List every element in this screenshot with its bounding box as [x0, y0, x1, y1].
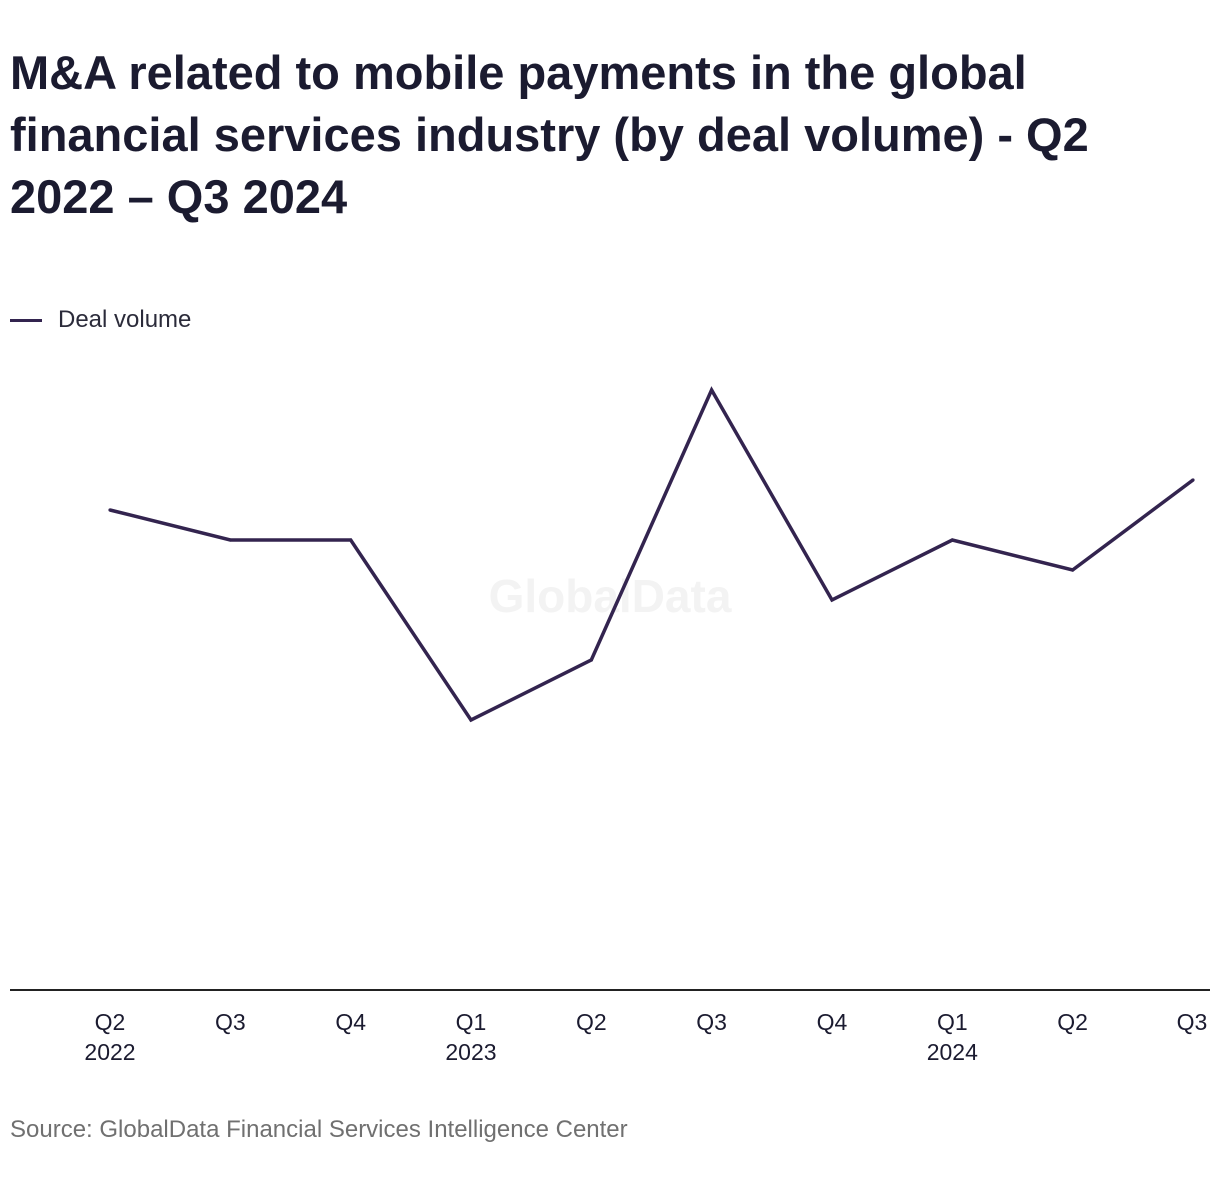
x-tick-label: Q2: [1057, 1009, 1088, 1035]
x-tick-label: Q1: [456, 1009, 487, 1035]
data-point[interactable]: [710, 388, 714, 392]
legend-label-deal-volume: Deal volume: [58, 306, 192, 333]
x-tick-year-label: 2023: [445, 1039, 496, 1065]
x-tick-label: Q2: [95, 1009, 126, 1035]
legend-swatch-deal-volume: [10, 318, 42, 322]
x-tick-year-label: 2024: [927, 1039, 978, 1065]
source-note: Source: GlobalData Financial Services In…: [10, 1116, 628, 1143]
x-tick-label: Q4: [817, 1009, 848, 1035]
data-point[interactable]: [589, 658, 593, 662]
x-tick-label: Q4: [335, 1009, 366, 1035]
x-tick-label: Q1: [937, 1009, 968, 1035]
data-point[interactable]: [1071, 568, 1075, 572]
data-point[interactable]: [950, 538, 954, 542]
x-tick-label: Q3: [696, 1009, 727, 1035]
data-point[interactable]: [228, 538, 232, 542]
x-tick-label: Q3: [215, 1009, 246, 1035]
data-point[interactable]: [108, 508, 112, 512]
series-line-1: [109, 386, 1195, 723]
chart-title: M&A related to mobile payments in the gl…: [10, 46, 1089, 223]
data-point[interactable]: [1191, 478, 1195, 482]
x-tick-label: Q2: [576, 1009, 607, 1035]
data-point[interactable]: [469, 718, 473, 722]
x-tick-year-label: 2022: [84, 1039, 135, 1065]
series-layer: [108, 386, 1195, 723]
data-point[interactable]: [830, 598, 834, 602]
data-point[interactable]: [349, 538, 353, 542]
legend: Deal volume: [10, 306, 191, 334]
x-axis-ticks: Q2 2022 Q3 Q4 Q1 2023 Q2 Q3 Q4 Q1 2024 Q2 Q3: [84, 1009, 1207, 1065]
x-tick-label: Q3: [1177, 1009, 1208, 1035]
